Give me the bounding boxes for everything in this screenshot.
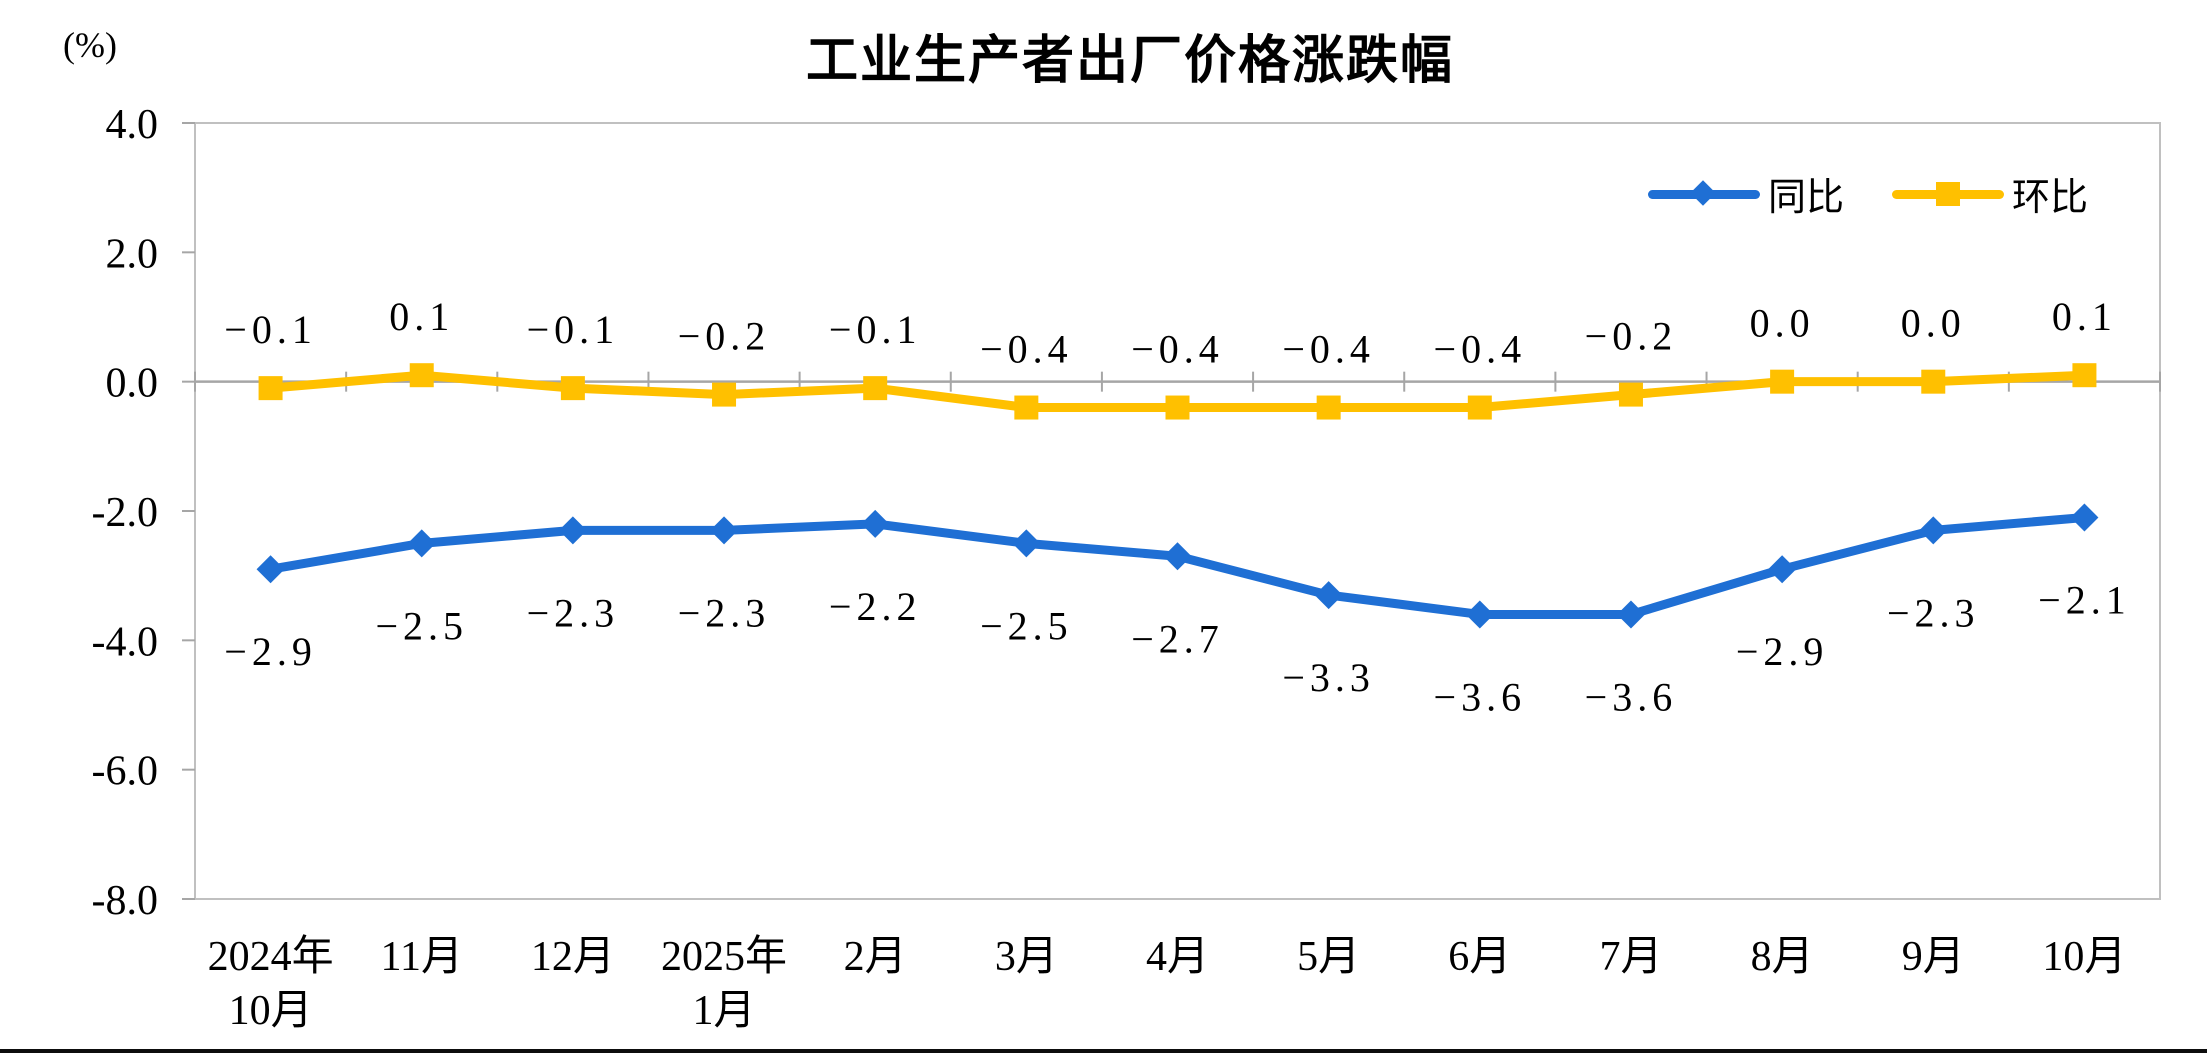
data-label: −2.3 (678, 590, 771, 635)
y-axis-tick-label: -4.0 (92, 619, 159, 665)
data-label: −2.1 (2038, 577, 2131, 622)
x-axis-label: 12月 (531, 934, 615, 980)
data-point-square (560, 376, 585, 401)
y-axis-tick-label: -6.0 (92, 749, 159, 795)
x-axis-label: 8月 (1751, 934, 1814, 980)
x-axis-label: 2月 (844, 934, 907, 980)
data-point-diamond (861, 509, 890, 538)
x-axis-label: 4月 (1146, 934, 1209, 980)
data-label: 0.0 (1750, 301, 1815, 346)
x-axis-label: 3月 (995, 934, 1058, 980)
data-label: −3.6 (1434, 674, 1527, 719)
page-bottom-rule (0, 1049, 2207, 1053)
y-axis-tick-label: -8.0 (92, 878, 159, 924)
data-point-square (1770, 369, 1795, 394)
x-axis-label: 10月 (2042, 934, 2126, 980)
x-axis-label: 1月 (693, 988, 756, 1034)
x-axis-label: 2025年 (661, 933, 787, 980)
data-label: −0.4 (1434, 327, 1527, 372)
data-label: −0.4 (980, 327, 1073, 372)
data-point-diamond (1163, 542, 1192, 571)
data-label: −0.1 (829, 307, 922, 352)
data-label: −0.4 (1131, 327, 1224, 372)
data-label: −2.9 (224, 629, 317, 674)
data-point-diamond (1768, 555, 1797, 584)
data-label: −2.3 (1887, 590, 1980, 635)
data-point-diamond (2070, 503, 2099, 532)
plot-border (194, 122, 2161, 900)
legend-entry-yoy: 同比 (1648, 166, 1844, 221)
data-point-diamond (558, 516, 587, 545)
data-point-square (1165, 395, 1190, 420)
data-label: −3.3 (1282, 655, 1375, 700)
data-point-diamond (1919, 516, 1948, 545)
data-label: −2.5 (980, 603, 1073, 648)
data-point-square (1618, 382, 1643, 407)
data-label: −2.9 (1736, 629, 1829, 674)
data-point-square (863, 376, 888, 401)
x-axis-label: 11月 (381, 934, 463, 980)
data-point-diamond (710, 516, 739, 545)
data-label: −0.1 (527, 307, 620, 352)
data-point-square (1316, 395, 1341, 420)
legend-label-mom: 环比 (2012, 177, 2089, 219)
data-label: 0.0 (1901, 301, 1966, 346)
x-axis-label: 5月 (1297, 934, 1360, 980)
mom-line-square-icon (1892, 181, 2005, 207)
data-point-square (712, 382, 737, 407)
data-label: −0.4 (1282, 327, 1375, 372)
x-axis-label: 9月 (1902, 934, 1965, 980)
y-axis-unit-label: (%) (63, 25, 117, 65)
data-label: −0.2 (1585, 314, 1678, 359)
y-axis-tick-label: 4.0 (106, 102, 159, 148)
data-point-diamond (256, 555, 285, 584)
data-point-diamond (1465, 600, 1494, 629)
chart-legend: 同比 环比 (1648, 166, 2088, 221)
data-label: 0.1 (389, 294, 454, 339)
data-point-square (409, 363, 434, 388)
data-point-square (258, 376, 283, 401)
data-point-square (1014, 395, 1039, 420)
data-label: −2.3 (527, 590, 620, 635)
data-point-square (2072, 363, 2097, 388)
data-point-diamond (1616, 600, 1645, 629)
data-point-square (1921, 369, 1946, 394)
legend-label-yoy: 同比 (1768, 177, 1845, 219)
data-point-diamond (407, 529, 436, 558)
data-label: −2.5 (375, 603, 468, 648)
data-point-diamond (1012, 529, 1041, 558)
data-label: −2.2 (829, 584, 922, 629)
data-label: −3.6 (1585, 674, 1678, 719)
data-label: −0.1 (224, 307, 317, 352)
x-axis-label: 7月 (1599, 934, 1662, 980)
x-axis-label: 6月 (1448, 934, 1511, 980)
legend-entry-mom: 环比 (1892, 166, 2088, 221)
y-axis-tick-label: -2.0 (92, 490, 159, 536)
data-point-diamond (1314, 581, 1343, 610)
y-axis-tick-label: 2.0 (106, 231, 159, 277)
y-axis-tick-label: 0.0 (106, 361, 159, 407)
data-label: −2.7 (1131, 616, 1224, 661)
data-point-square (1467, 395, 1492, 420)
chart-title: 工业生产者出厂价格涨跌幅 (805, 32, 1454, 90)
x-axis-label: 10月 (229, 988, 313, 1034)
x-axis-label: 2024年 (208, 933, 334, 980)
data-label: −0.2 (678, 314, 771, 359)
yoy-line-diamond-icon (1648, 179, 1760, 207)
data-label: 0.1 (2052, 294, 2117, 339)
